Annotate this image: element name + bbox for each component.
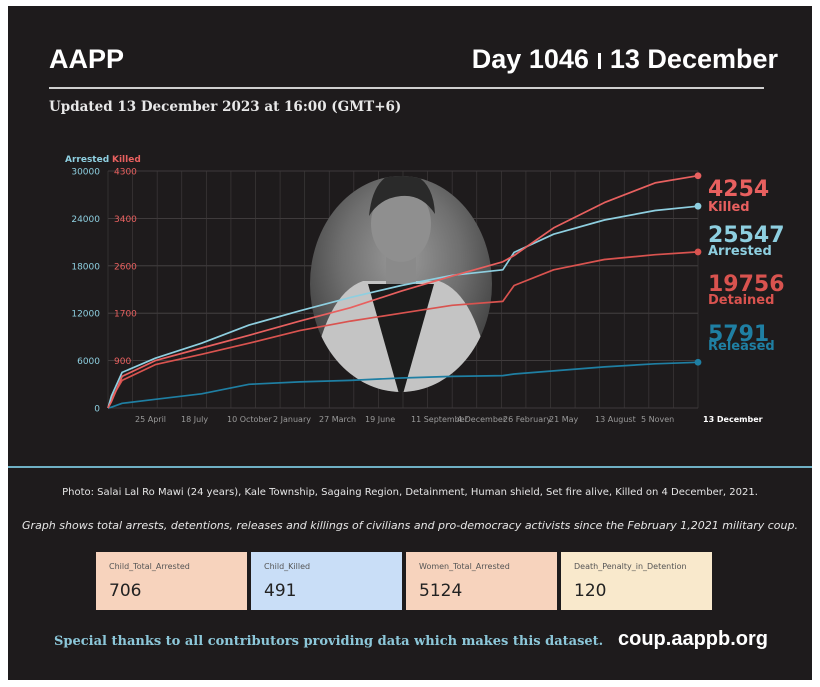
x-tick-label: 4 December bbox=[457, 415, 507, 424]
photo-caption: Photo: Salai Lal Ro Mawi (24 years), Kal… bbox=[62, 487, 758, 498]
series-name-label: Killed bbox=[708, 200, 750, 215]
series-endpoint-killed bbox=[694, 172, 702, 180]
x-tick-label: 13 August bbox=[595, 415, 636, 424]
x-tick-label: 19 June bbox=[365, 415, 395, 424]
x-tick-label: 11 September bbox=[411, 415, 469, 424]
series-name-label: Detained bbox=[708, 293, 774, 308]
y-tick-label-killed: 2600 bbox=[114, 262, 137, 272]
stat-card-child-killed: Child_Killed 491 bbox=[251, 552, 402, 610]
y-tick-label-killed: 4300 bbox=[114, 168, 137, 178]
series-endpoint-arrested bbox=[694, 202, 702, 210]
series-lines bbox=[107, 172, 702, 409]
series-line-released bbox=[107, 361, 699, 409]
x-tick-label: 5 Noven bbox=[641, 415, 674, 424]
x-tick-label: 25 April bbox=[135, 415, 166, 424]
x-tick-label: 18 July bbox=[181, 415, 208, 424]
chart-axes: 0 6000 12000 18000 24000 30000 900 1700 2600 3400… bbox=[65, 155, 763, 424]
x-tick-label: 21 May bbox=[549, 415, 579, 424]
title-separator bbox=[597, 52, 601, 69]
axis-label-killed: Killed bbox=[112, 155, 141, 165]
date-label: 13 December bbox=[609, 44, 778, 74]
stat-label: Child_Killed bbox=[264, 562, 311, 571]
series-line-arrested bbox=[107, 205, 699, 409]
y-tick-label-arrested: 18000 bbox=[71, 262, 100, 272]
y-tick-label-arrested: 30000 bbox=[71, 168, 100, 178]
updated-timestamp: Updated 13 December 2023 at 16:00 (GMT+6… bbox=[49, 99, 402, 115]
series-name-label: Arrested bbox=[708, 244, 772, 259]
y-tick-label-arrested: 0 bbox=[94, 405, 100, 415]
graph-description: Graph shows total arrests, detentions, r… bbox=[22, 519, 798, 532]
y-tick-label-arrested: 6000 bbox=[77, 357, 100, 367]
stat-value: 491 bbox=[264, 581, 297, 601]
header-divider bbox=[49, 87, 764, 89]
day-label: Day 1046 bbox=[471, 44, 589, 74]
org-title: AAPP bbox=[49, 44, 125, 74]
x-tick-label: 10 October bbox=[227, 415, 272, 424]
day-date-title: Day 1046 13 December bbox=[472, 44, 778, 75]
y-tick-label-killed: 3400 bbox=[114, 215, 137, 225]
x-tick-label: 13 December bbox=[703, 415, 763, 424]
series-value-label: 5791 bbox=[708, 322, 769, 347]
series-endpoint-released bbox=[694, 358, 702, 366]
line-chart: 0 6000 12000 18000 24000 30000 900 1700 2600 3400… bbox=[65, 155, 785, 424]
stat-value: 120 bbox=[574, 581, 607, 601]
stat-value: 5124 bbox=[419, 581, 463, 601]
y-tick-label-arrested: 24000 bbox=[71, 215, 100, 225]
series-value-label: 25547 bbox=[708, 223, 785, 248]
stat-value: 706 bbox=[109, 581, 142, 601]
thanks-note: Special thanks to all contributors provi… bbox=[54, 634, 604, 649]
y-tick-label-arrested: 12000 bbox=[71, 310, 100, 320]
x-tick-label: 27 March bbox=[319, 415, 356, 424]
y-tick-label-killed: 1700 bbox=[114, 310, 137, 320]
series-line-detained bbox=[107, 251, 699, 409]
x-tick-label: 2 January bbox=[273, 415, 311, 424]
portrait-photo-icon bbox=[310, 176, 492, 392]
section-divider bbox=[8, 466, 812, 468]
axis-label-arrested: Arrested bbox=[65, 155, 109, 165]
infographic-card: AAPP Day 1046 13 December Updated 13 Dece… bbox=[8, 6, 812, 680]
y-tick-label-killed: 900 bbox=[114, 357, 131, 367]
stat-card-death-penalty-in-detention: Death_Penalty_in_Detention 120 bbox=[561, 552, 712, 610]
series-value-label: 19756 bbox=[708, 272, 785, 297]
stat-label: Child_Total_Arrested bbox=[109, 562, 190, 571]
website-link[interactable]: coup.aappb.org bbox=[618, 628, 768, 650]
stat-label: Death_Penalty_in_Detention bbox=[574, 562, 687, 571]
series-name-label: Released bbox=[708, 339, 775, 354]
series-line-killed bbox=[107, 174, 699, 409]
stat-label: Women_Total_Arrested bbox=[419, 562, 510, 571]
x-tick-label: 26 February bbox=[503, 415, 551, 424]
stat-card-women-total-arrested: Women_Total_Arrested 5124 bbox=[406, 552, 557, 610]
stat-card-child-total-arrested: Child_Total_Arrested 706 bbox=[96, 552, 247, 610]
series-endpoint-detained bbox=[694, 248, 702, 256]
series-value-label: 4254 bbox=[708, 177, 769, 202]
